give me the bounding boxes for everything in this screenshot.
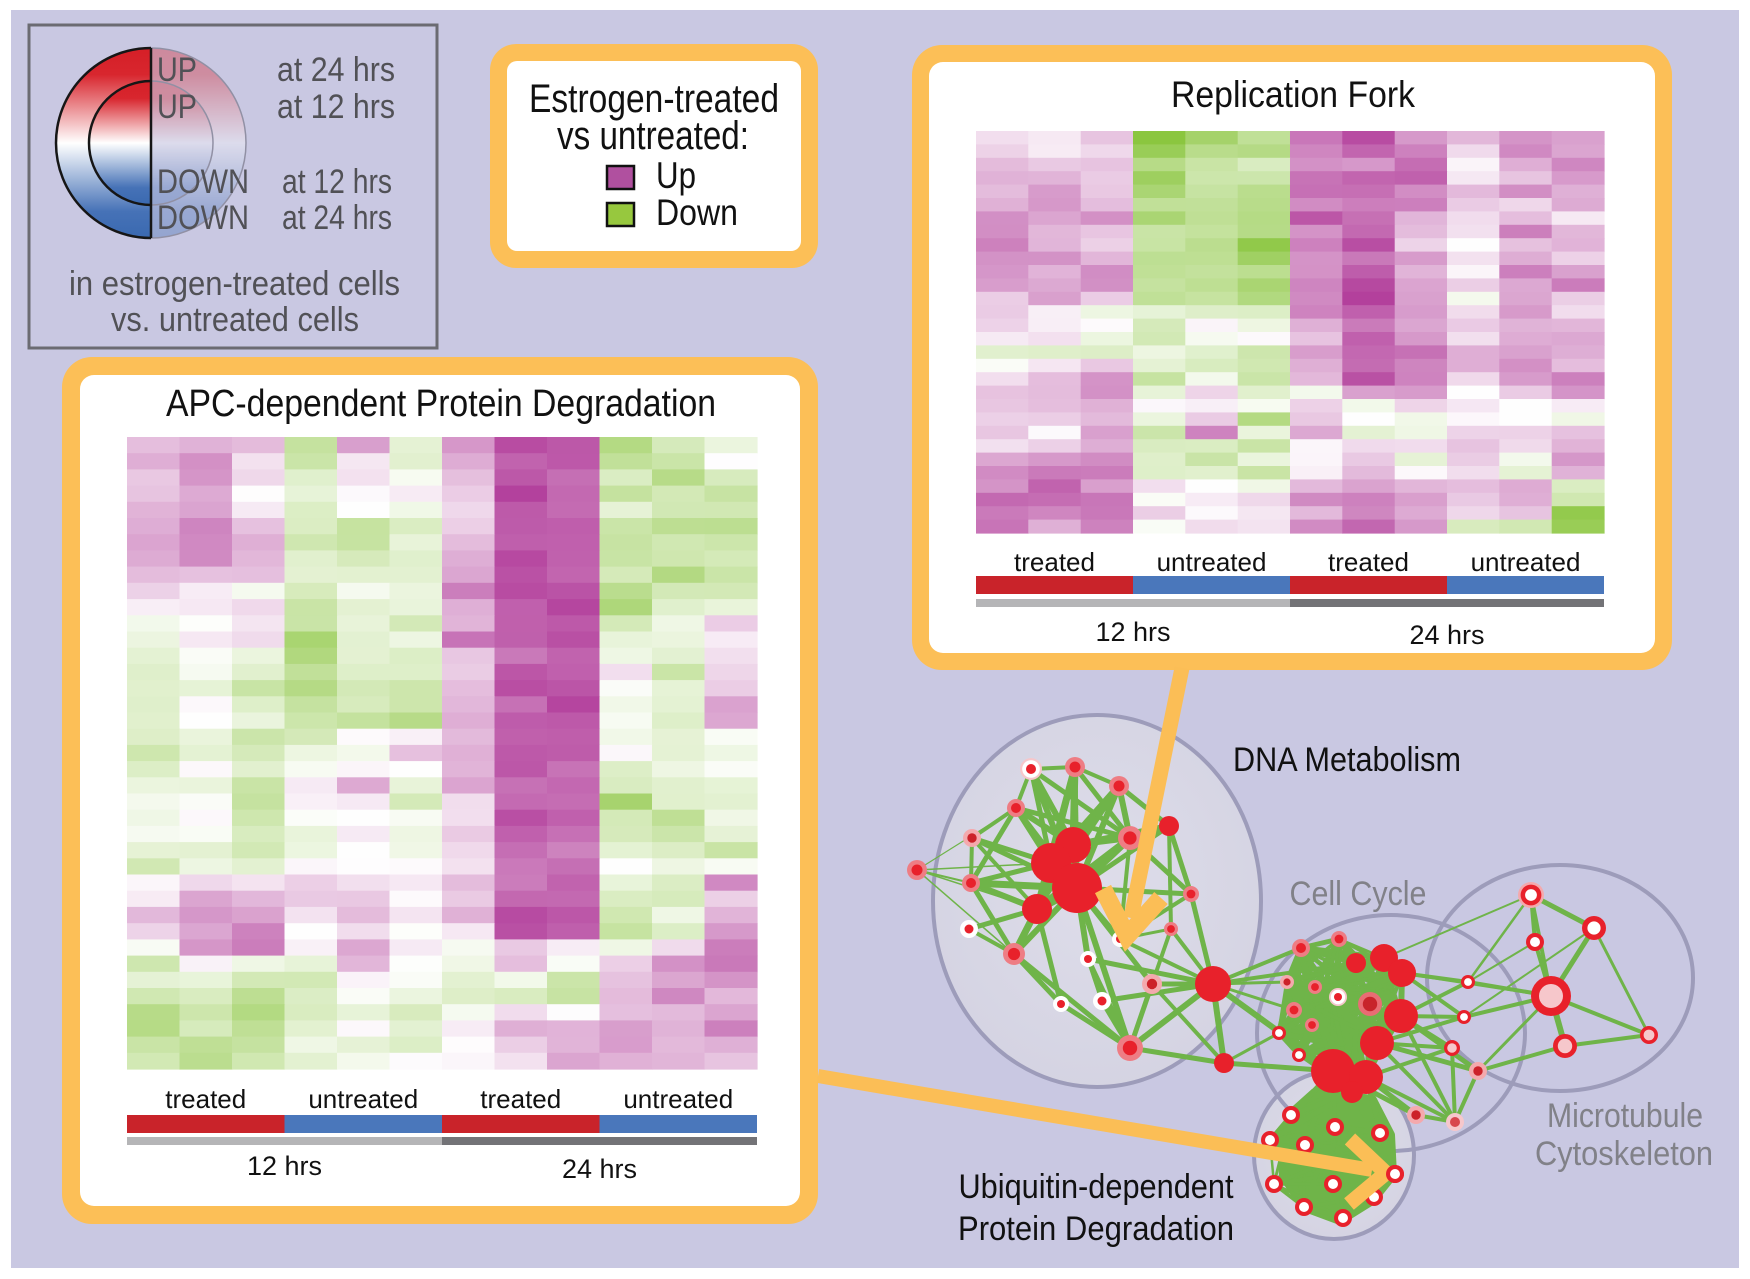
svg-text:24 hrs: 24 hrs xyxy=(562,1154,637,1184)
svg-text:treated: treated xyxy=(480,1084,561,1114)
svg-text:Up: Up xyxy=(656,155,696,196)
svg-text:Cell Cycle: Cell Cycle xyxy=(1290,875,1427,913)
svg-text:Cytoskeleton: Cytoskeleton xyxy=(1535,1135,1713,1173)
svg-text:Estrogen-treated: Estrogen-treated xyxy=(529,77,779,121)
svg-text:APC-dependent Protein Degradat: APC-dependent Protein Degradation xyxy=(166,383,716,425)
svg-text:Ubiquitin-dependent: Ubiquitin-dependent xyxy=(959,1168,1234,1206)
svg-text:DOWN: DOWN xyxy=(157,163,249,201)
svg-text:DOWN: DOWN xyxy=(157,199,249,237)
svg-text:at 12 hrs: at 12 hrs xyxy=(277,88,395,126)
svg-text:12 hrs: 12 hrs xyxy=(247,1151,322,1181)
svg-text:vs. untreated cells: vs. untreated cells xyxy=(111,301,359,339)
svg-text:UP: UP xyxy=(157,88,197,126)
svg-text:vs untreated:: vs untreated: xyxy=(557,114,749,158)
svg-text:untreated: untreated xyxy=(308,1084,418,1114)
svg-text:Microtubule: Microtubule xyxy=(1547,1097,1703,1135)
svg-text:untreated: untreated xyxy=(1471,547,1581,577)
svg-text:untreated: untreated xyxy=(623,1084,733,1114)
svg-text:treated: treated xyxy=(1328,547,1409,577)
svg-text:at 12 hrs: at 12 hrs xyxy=(282,163,392,201)
svg-text:in estrogen-treated cells: in estrogen-treated cells xyxy=(69,265,400,303)
svg-text:at 24 hrs: at 24 hrs xyxy=(282,199,392,237)
svg-text:untreated: untreated xyxy=(1157,547,1267,577)
svg-text:Down: Down xyxy=(656,192,738,233)
svg-text:DNA Metabolism: DNA Metabolism xyxy=(1233,741,1461,779)
svg-text:24 hrs: 24 hrs xyxy=(1409,620,1484,650)
svg-text:Protein Degradation: Protein Degradation xyxy=(958,1210,1234,1248)
svg-text:Replication Fork: Replication Fork xyxy=(1171,74,1415,115)
svg-text:treated: treated xyxy=(165,1084,246,1114)
svg-text:treated: treated xyxy=(1014,547,1095,577)
svg-text:12 hrs: 12 hrs xyxy=(1095,617,1170,647)
svg-text:at 24 hrs: at 24 hrs xyxy=(277,51,395,89)
svg-text:UP: UP xyxy=(157,51,197,89)
